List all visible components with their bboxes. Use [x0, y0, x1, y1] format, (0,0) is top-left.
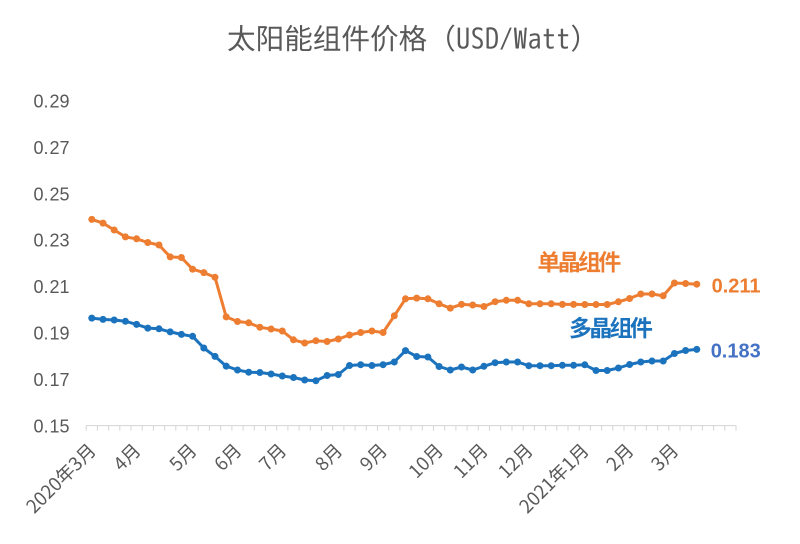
svg-text:0.: 0.: [34, 324, 49, 344]
svg-text:15: 15: [49, 416, 69, 436]
svg-text:27: 27: [49, 138, 69, 158]
svg-text:0.: 0.: [34, 416, 49, 436]
svg-text:0.: 0.: [34, 231, 49, 251]
svg-text:29: 29: [49, 92, 69, 112]
svg-text:21: 21: [49, 277, 69, 297]
svg-text:19: 19: [49, 324, 69, 344]
svg-text:0.: 0.: [34, 370, 49, 390]
svg-text:17: 17: [49, 370, 69, 390]
svg-text:0.: 0.: [34, 184, 49, 204]
svg-text:0.: 0.: [34, 277, 49, 297]
svg-text:23: 23: [49, 231, 69, 251]
svg-text:0.211: 0.211: [712, 276, 761, 298]
svg-text:0.183: 0.183: [711, 340, 761, 362]
svg-text:25: 25: [49, 184, 69, 204]
svg-text:0.: 0.: [34, 138, 49, 158]
svg-text:0.: 0.: [34, 92, 49, 112]
